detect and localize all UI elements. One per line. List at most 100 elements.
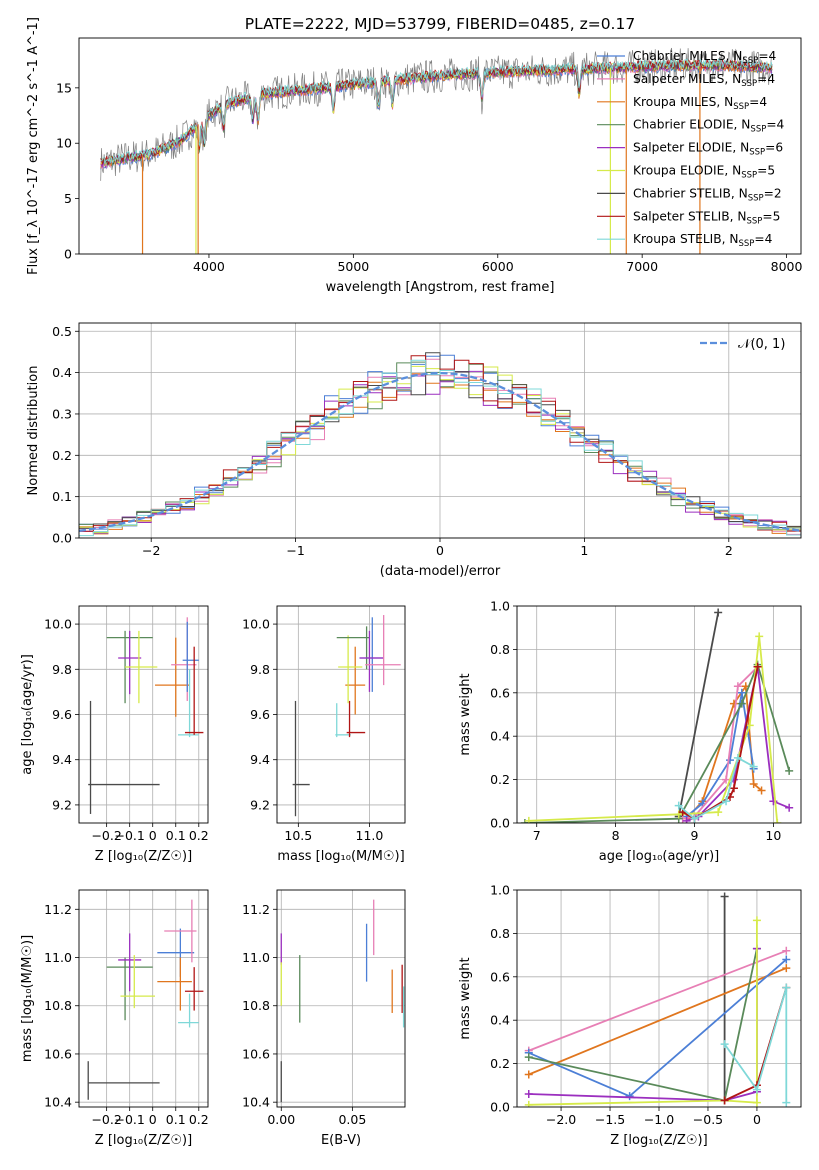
weight-marker-salpeter_elodie: [682, 816, 691, 823]
legend-subscript: SSP: [741, 79, 757, 89]
y-tick-label: 10.0: [44, 617, 72, 632]
plot-area-z_age: [79, 606, 208, 823]
x-tick-label: 0: [753, 1112, 761, 1127]
y-tick-label: 10.4: [44, 1095, 72, 1110]
y-tick-label: 0.4: [490, 729, 510, 744]
legend-subscript: SSP: [749, 148, 765, 158]
x-axis-label: Z [log₁₀(Z/Z☉)]: [95, 849, 192, 864]
y-tick-label: 10: [56, 136, 72, 151]
x-tick-label: −2.0: [546, 1112, 576, 1127]
y-tick-label: 10.8: [242, 998, 270, 1013]
y-tick-label: 0.0: [490, 816, 510, 831]
weight-line-kroupa_elodie: [528, 920, 758, 1106]
weight-line-kroupa_miles: [528, 967, 787, 1076]
y-axis-label: age [log₁₀(age/yr)]: [20, 654, 35, 775]
legend-label-kroupa_stelib: Kroupa STELIB, NSSP=4: [633, 232, 773, 249]
x-axis-label: age [log₁₀(age/yr)]: [599, 849, 720, 864]
y-tick-label: 0.2: [490, 1056, 510, 1071]
weight-marker-salpeter_miles: [733, 682, 742, 691]
y-tick-label: 0.3: [52, 406, 72, 421]
y-tick-label: 0.6: [490, 969, 510, 984]
spectrum-legend: Chabrier MILES, NSSP=4 Salpeter MILES, NS…: [597, 49, 785, 249]
x-tick-label: 0: [149, 1112, 157, 1127]
panel-spectrum: 4000 5000 6000 7000 8000 0 5 10 15 wavelength [An…: [26, 17, 803, 295]
x-tick-label: −1.5: [595, 1112, 625, 1127]
y-tick-label: 15: [56, 80, 72, 95]
x-tick-label: 1: [580, 543, 588, 558]
weight-marker-salpeter_stelib: [729, 784, 738, 793]
legend-subscript: SSP: [746, 216, 762, 226]
weight-marker-kroupa_stelib: [752, 1085, 761, 1094]
plot-area-ebv_mass: [277, 890, 405, 1107]
weight-marker-salpeter_stelib: [753, 662, 762, 671]
legend-subscript: SSP: [742, 56, 758, 66]
legend-subscript: SSP: [733, 102, 749, 112]
panel-z_weight: −2.0 −1.5 −1.0 −0.5 0 0.0 0.2 0.4 0.6 0.8 1.0 Z [lo…: [458, 883, 802, 1148]
weight-marker-chabrier_stelib: [720, 892, 729, 901]
weight-marker-kroupa_stelib: [733, 753, 742, 762]
panel-ebv_mass: 0.00 0.05 10.4 10.6 10.8 11.0 11.2 E(B-V): [242, 889, 406, 1148]
x-tick-label: 0.2: [189, 828, 209, 843]
panel-mass_age: 10.5 11.0 9.2 9.4 9.6 9.8 10.0 mass [log₁₀(M/M☉…: [242, 605, 406, 864]
weight-marker-kroupa_elodie: [714, 808, 723, 817]
weight-marker-chabrier_elodie: [524, 1053, 533, 1062]
legend-label-salpeter_elodie: Salpeter ELODIE, NSSP=6: [633, 141, 783, 158]
x-tick-label: 9: [691, 828, 699, 843]
x-tick-label: −0.5: [693, 1112, 723, 1127]
plot-area-residuals: [79, 323, 801, 538]
y-tick-label: 0.0: [490, 1100, 510, 1115]
legend-subscript: SSP: [741, 171, 757, 181]
weight-marker-kroupa_miles: [782, 964, 791, 973]
weight-marker-chabrier_miles: [625, 1092, 634, 1101]
y-tick-label: 9.2: [52, 797, 72, 812]
x-tick-label: 0.00: [267, 1112, 295, 1127]
weight-line-chabrier_stelib: [677, 612, 720, 817]
x-tick-label: −0.2: [91, 1112, 121, 1127]
y-tick-label: 0.4: [52, 365, 72, 380]
legend-suffix: =6: [765, 141, 783, 155]
y-tick-label: 0.8: [490, 642, 510, 657]
x-tick-label: 0.2: [189, 1112, 209, 1127]
weight-line-salpeter_elodie: [528, 948, 758, 1102]
legend-suffix: =4: [758, 49, 776, 63]
x-tick-label: −1.0: [644, 1112, 674, 1127]
legend-label-kroupa_elodie: Kroupa ELODIE, NSSP=5: [633, 164, 775, 181]
weight-marker-chabrier_stelib: [714, 608, 723, 617]
weight-line-kroupa_elodie: [528, 636, 779, 823]
y-tick-label: 1.0: [490, 883, 510, 898]
weight-line-chabrier_miles: [686, 692, 755, 818]
x-tick-label: 0: [149, 828, 157, 843]
y-tick-label: 0.2: [52, 448, 72, 463]
y-tick-label: 9.6: [52, 707, 72, 722]
legend-suffix: =5: [762, 209, 780, 223]
x-tick-label: 8: [612, 828, 620, 843]
x-tick-label: 10.5: [284, 828, 312, 843]
x-axis-label: mass [log₁₀(M/M☉)]: [277, 849, 404, 864]
legend-label-salpeter_stelib: Salpeter STELIB, NSSP=5: [633, 209, 780, 226]
y-tick-label: 9.4: [52, 752, 72, 767]
y-tick-label: 11.0: [242, 950, 270, 965]
plot-area-mass_age: [277, 606, 405, 823]
panel-age_weight: 7 8 9 10 0.0 0.2 0.4 0.6 0.8 1.0 age [log₁₀(age/yr…: [458, 599, 802, 864]
axes-frame: [78, 889, 209, 1108]
x-tick-label: 2: [725, 543, 733, 558]
weight-marker-salpeter_elodie: [785, 803, 794, 812]
weight-marker-kroupa_stelib: [674, 801, 683, 810]
figure-title: PLATE=2222, MJD=53799, FIBERID=0485, z=0…: [245, 15, 635, 33]
weight-marker-chabrier_miles: [737, 688, 746, 697]
x-axis-label: Z [log₁₀(Z/Z☉)]: [95, 1133, 192, 1148]
legend-label-salpeter_miles: Salpeter MILES, NSSP=4: [633, 72, 775, 89]
model-spectrum-kroupa_stelib: [100, 58, 773, 164]
x-tick-label: 7: [533, 828, 541, 843]
y-tick-label: 10.0: [242, 617, 270, 632]
y-axis-label: Flux [f_λ 10^-17 erg cm^-2 s^-1 A^-1]: [26, 17, 41, 275]
y-tick-label: 0.1: [52, 489, 72, 504]
weight-marker-kroupa_stelib: [690, 814, 699, 823]
x-tick-label: −0.1: [114, 828, 144, 843]
y-axis-label: mass [log₁₀(M/M☉)]: [20, 935, 35, 1062]
y-tick-label: 9.4: [250, 752, 270, 767]
model-spectrum-chabrier_stelib: [100, 59, 773, 166]
weight-line-chabrier_elodie: [528, 948, 758, 1102]
y-tick-label: 10.6: [44, 1046, 72, 1061]
